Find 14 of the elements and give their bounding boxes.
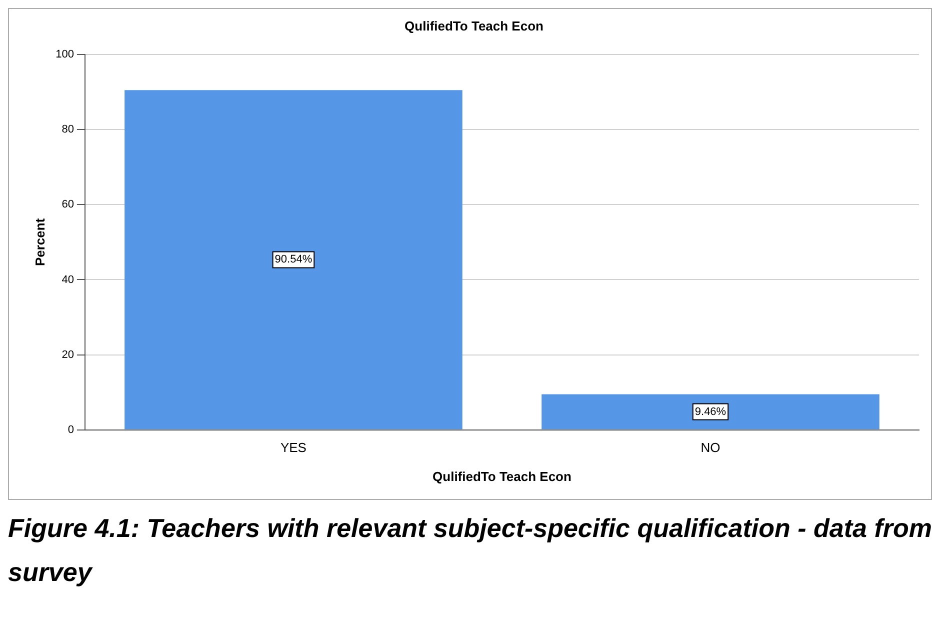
data-label: 90.54% bbox=[274, 254, 312, 266]
caption: Figure 4.1: Teachers with relevant subject-specific qualification - data from survey bbox=[8, 512, 932, 589]
y-tick-label: 60 bbox=[62, 198, 74, 211]
y-tick-label: 40 bbox=[62, 274, 74, 286]
x-tick-label: NO bbox=[700, 440, 720, 456]
y-tick-label: 100 bbox=[56, 48, 74, 61]
x-tick-label: YES bbox=[280, 440, 307, 456]
y-tick-label: 80 bbox=[62, 124, 74, 136]
x-axis-title: QulifiedTo Teach Econ bbox=[432, 468, 572, 484]
y-tick-label: 0 bbox=[68, 424, 74, 436]
y-axis-title: Percent bbox=[32, 218, 48, 266]
y-tick-label: 20 bbox=[62, 348, 74, 361]
data-label: 9.46% bbox=[694, 406, 726, 418]
chart-title: QulifiedTo Teach Econ bbox=[404, 18, 544, 34]
